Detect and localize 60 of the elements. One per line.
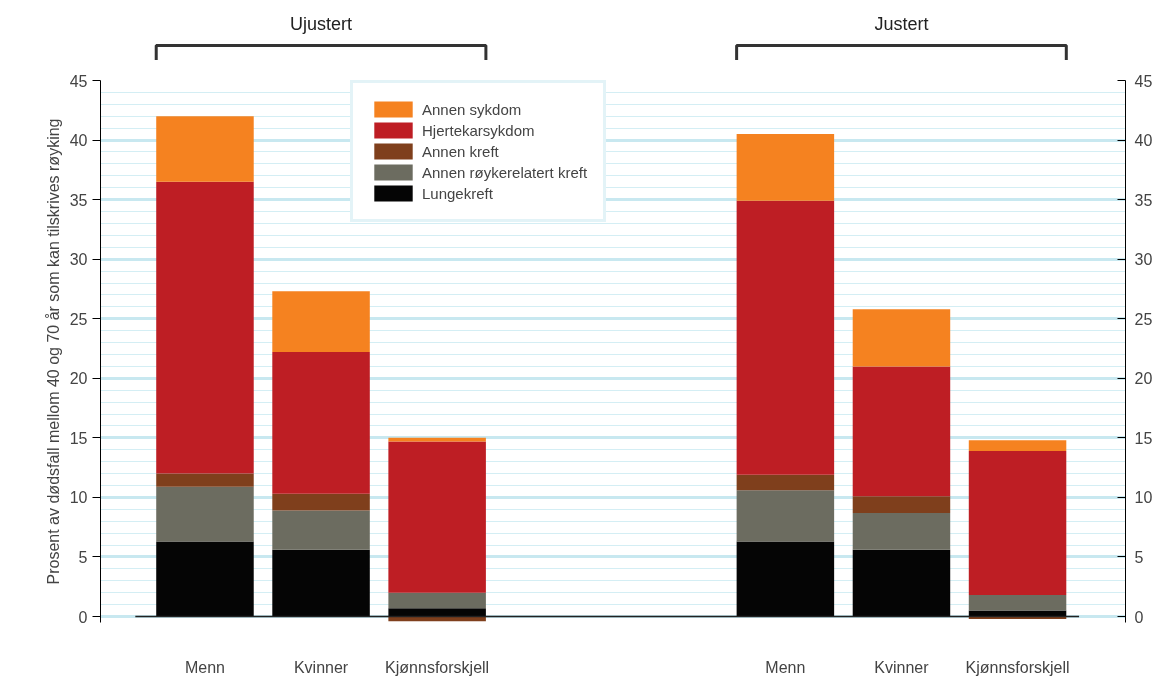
text: Justert — [874, 13, 929, 34]
y2-tick-label: 15 — [1134, 429, 1153, 447]
y2-tick-label: 35 — [1134, 191, 1153, 209]
y-tick-label: 5 — [78, 548, 88, 566]
x-tick-label: Menn — [184, 658, 225, 676]
y2-tick-label: 20 — [1134, 370, 1153, 388]
bar — [852, 309, 951, 367]
bar — [156, 541, 254, 617]
bar — [736, 474, 835, 491]
legend-label: Lungekreft — [422, 183, 493, 203]
legend-label: Annen røykerelatert kreft — [422, 162, 588, 182]
y-tick-label: 40 — [69, 132, 88, 150]
legend-label: Annen sykdom — [422, 99, 522, 119]
bar — [272, 291, 370, 353]
text: Ujustert — [290, 13, 353, 34]
y2-tick-label: 45 — [1134, 72, 1153, 90]
legend-label: Annen kreft — [422, 141, 499, 161]
bar — [968, 440, 1067, 451]
bar — [156, 181, 254, 474]
y-axis-title: Prosent av dødsfall mellom 40 og 70 år som kan tilskrives røyking — [44, 118, 62, 585]
bar — [736, 541, 835, 617]
bar — [156, 116, 254, 182]
x-tick-label: Kvinner — [293, 658, 349, 676]
x-tick-label: Kvinner — [874, 658, 930, 676]
bar — [388, 608, 486, 617]
bar — [852, 549, 951, 617]
y-tick-label: 15 — [69, 429, 88, 447]
y2-tick-label: 10 — [1134, 489, 1153, 507]
y-tick-label: 45 — [69, 72, 88, 90]
y-tick-label: 30 — [69, 251, 88, 269]
y2-tick-label: 0 — [1134, 608, 1144, 626]
y2-tick-label: 40 — [1134, 132, 1153, 150]
y-tick-label: 10 — [69, 489, 88, 507]
bar — [736, 490, 835, 542]
bar — [968, 595, 1067, 611]
legend-label: Hjertekarsykdom — [422, 120, 535, 140]
x-tick-label: Menn — [765, 658, 806, 676]
bar — [388, 441, 486, 593]
bar — [388, 592, 486, 609]
bar — [852, 366, 951, 497]
y-tick-label: 20 — [69, 370, 88, 388]
bar — [736, 200, 835, 475]
bar — [968, 450, 1067, 596]
bar — [852, 496, 951, 513]
bar — [272, 352, 370, 494]
bar — [272, 493, 370, 511]
y-tick-label: 25 — [69, 310, 88, 328]
bar — [156, 486, 254, 542]
bar — [272, 549, 370, 617]
bar — [852, 512, 951, 550]
y2-tick-label: 5 — [1134, 548, 1144, 566]
x-tick-label: Kjønnsforskjell — [385, 658, 490, 676]
y-tick-label: 0 — [78, 608, 88, 626]
bar — [156, 473, 254, 487]
bar — [272, 510, 370, 550]
bar — [736, 134, 835, 201]
y2-tick-label: 30 — [1134, 251, 1153, 269]
y-tick-label: 35 — [69, 191, 88, 209]
x-tick-label: Kjønnsforskjell — [965, 658, 1070, 676]
y2-tick-label: 25 — [1134, 310, 1153, 328]
